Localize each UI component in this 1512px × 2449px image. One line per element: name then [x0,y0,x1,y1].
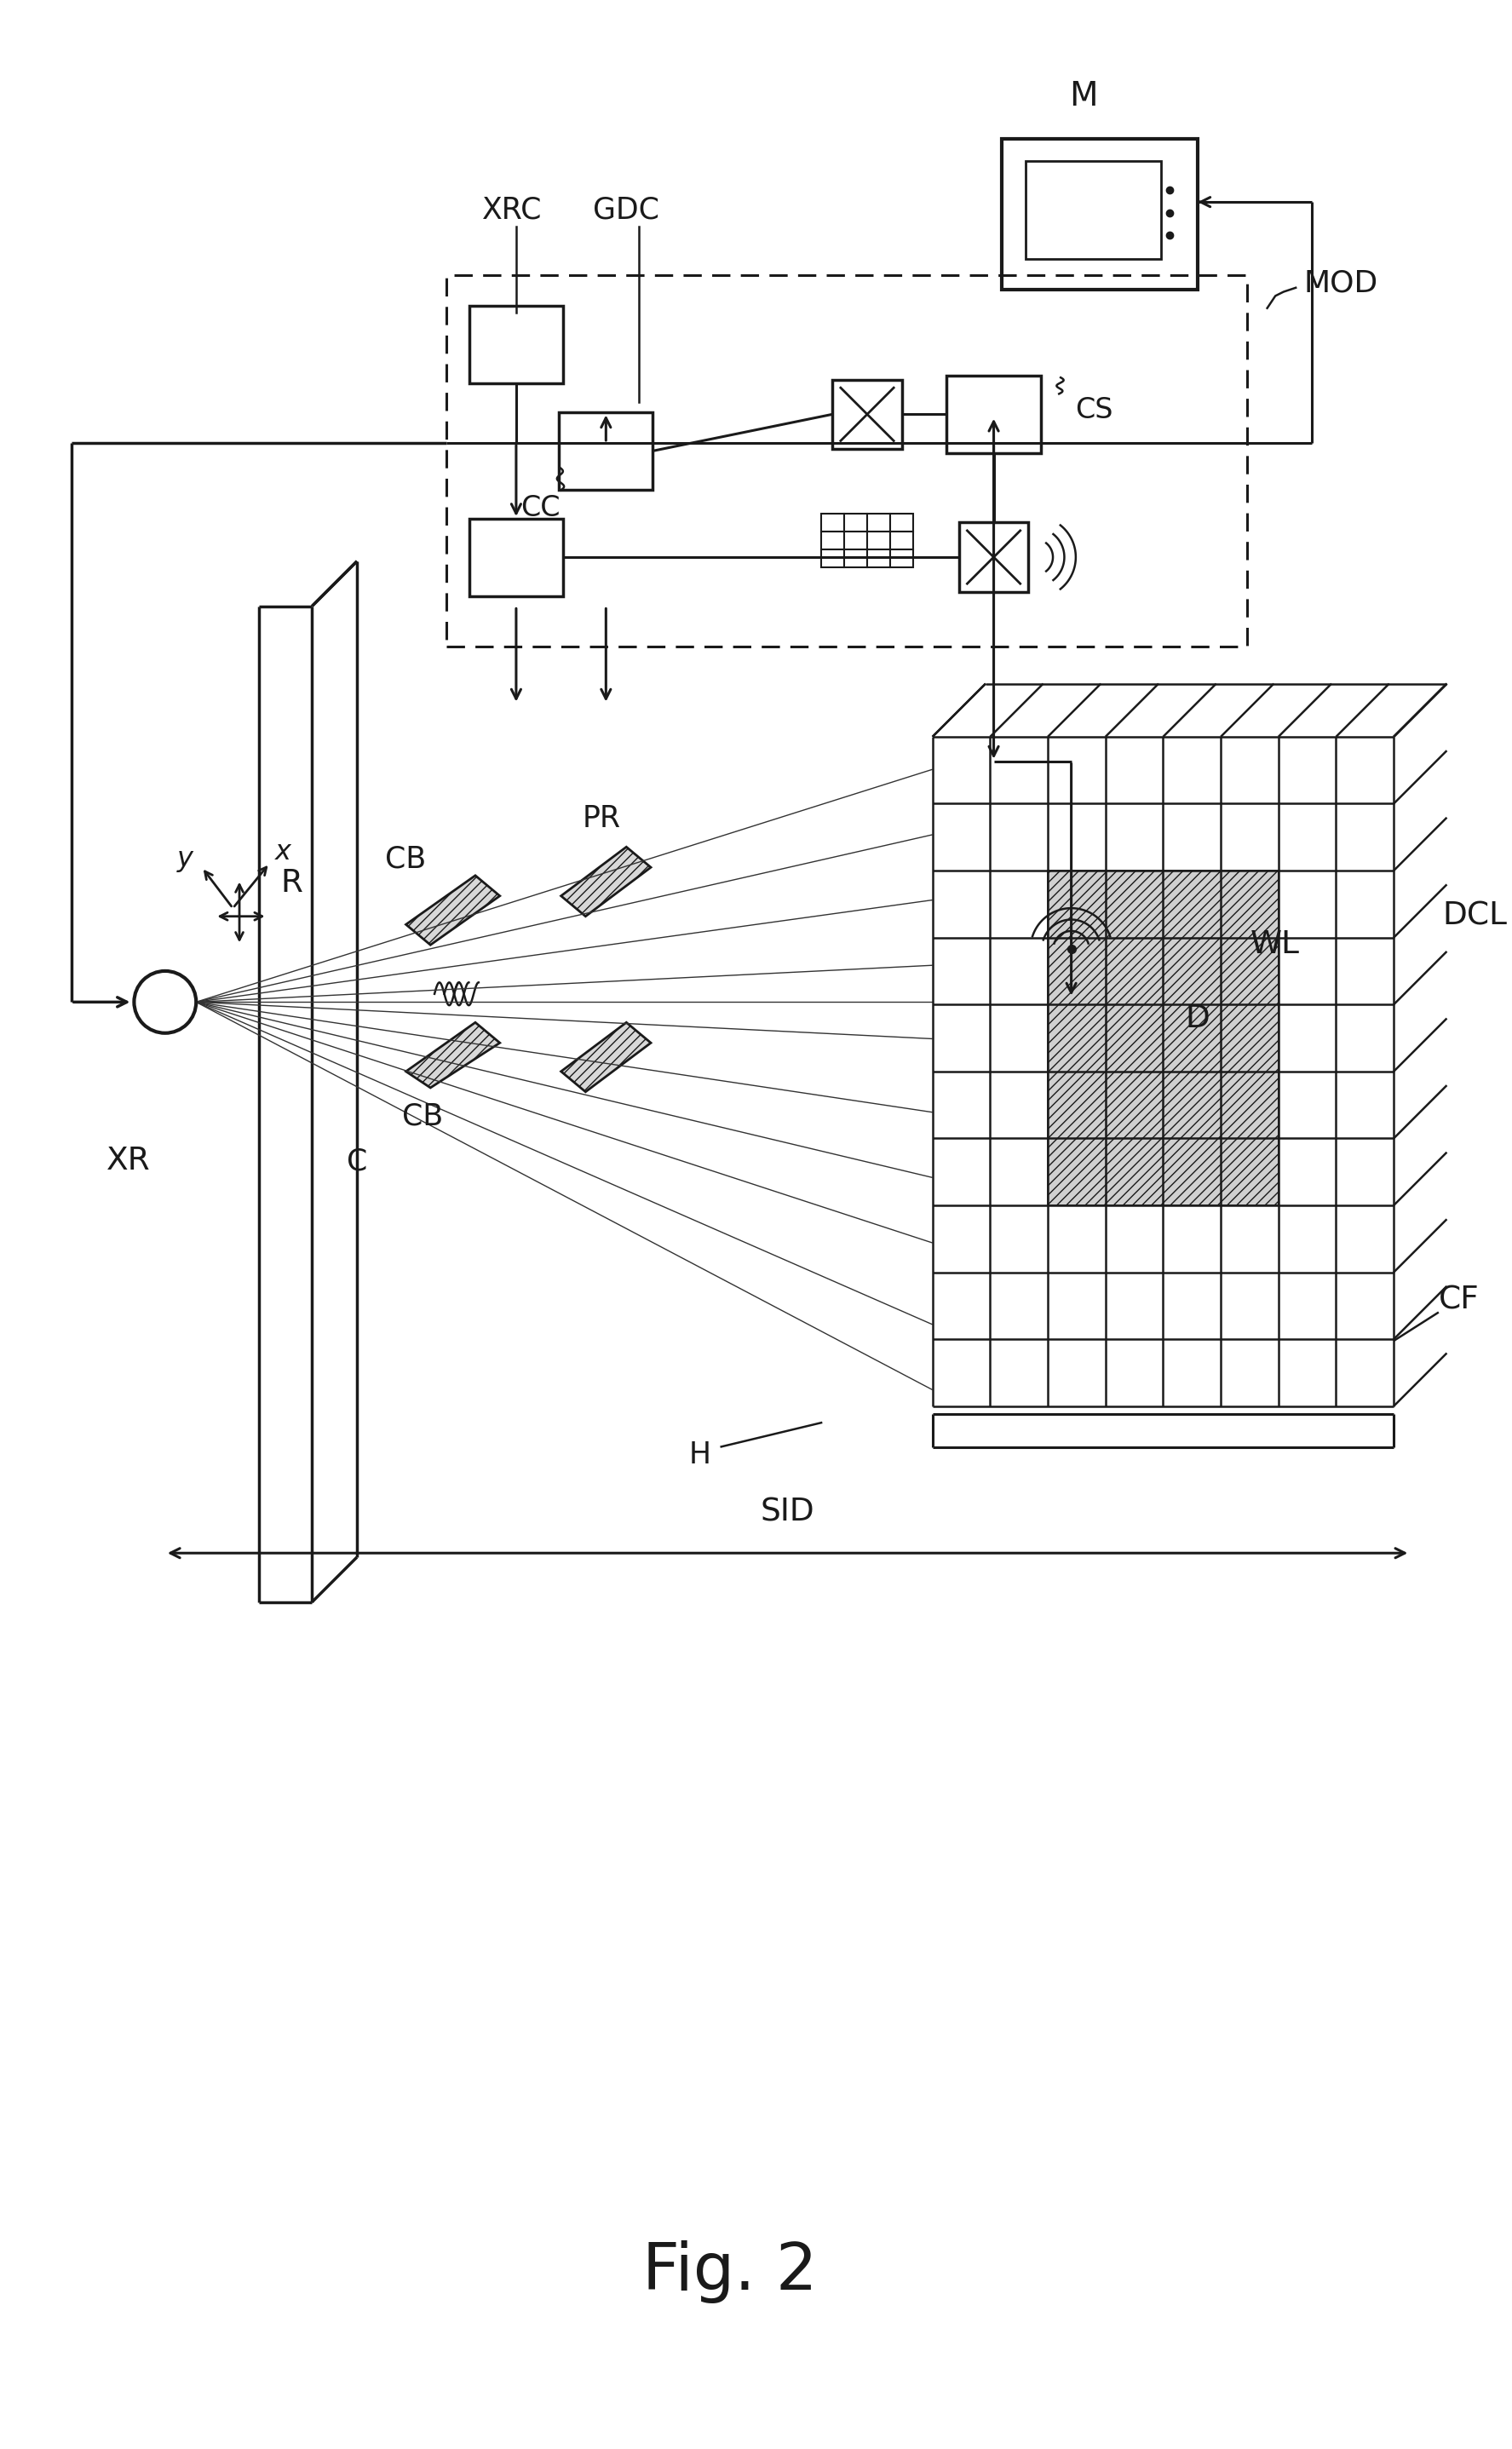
Bar [947,375,1040,453]
Bar [469,519,562,595]
Bar [891,531,913,549]
Text: CC: CC [520,495,561,522]
Bar [821,514,844,531]
Bar [844,514,868,531]
Text: CB: CB [402,1102,443,1131]
Bar [959,522,1028,593]
Polygon shape [405,874,500,945]
Text: CF: CF [1438,1286,1479,1315]
Text: WL: WL [1250,931,1300,960]
Bar [821,549,844,568]
Text: PR: PR [582,803,621,833]
Bar [868,549,891,568]
Text: CB: CB [386,845,426,874]
Bar [891,514,913,531]
Bar [1027,162,1161,260]
Bar [821,531,844,549]
Text: GDC: GDC [593,196,659,225]
Bar [844,549,868,568]
Text: CS: CS [1075,397,1113,424]
Polygon shape [405,1021,500,1087]
Bar [868,531,891,549]
Circle shape [135,970,197,1033]
Bar [891,549,913,568]
Text: DCL: DCL [1442,901,1507,931]
Text: XR: XR [106,1146,150,1176]
Bar [868,514,891,531]
Bar [1048,869,1279,1205]
Text: D: D [1185,1004,1210,1033]
Bar [559,411,653,490]
Polygon shape [561,1021,650,1092]
Bar [833,380,901,448]
Bar [446,274,1247,647]
Text: C: C [346,1146,367,1176]
Text: SID: SID [761,1496,815,1528]
Bar [1002,140,1198,289]
Text: H: H [689,1440,711,1469]
Text: XRC: XRC [482,196,543,225]
Text: R: R [281,869,302,899]
Bar [844,531,868,549]
Text: y: y [177,845,194,872]
Text: Fig. 2: Fig. 2 [643,2241,818,2302]
Text: MOD: MOD [1303,269,1379,299]
Bar [469,306,562,384]
Text: M: M [1069,81,1098,113]
Text: x: x [275,840,292,867]
Polygon shape [561,847,650,916]
